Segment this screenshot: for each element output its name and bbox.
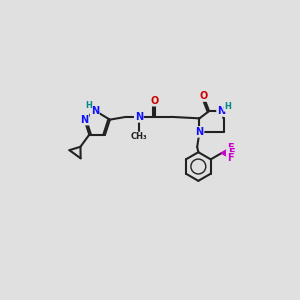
Text: H: H: [224, 102, 231, 111]
Text: N: N: [195, 127, 204, 137]
Text: F: F: [228, 148, 235, 158]
Text: O: O: [199, 91, 207, 101]
Text: CH₃: CH₃: [130, 132, 147, 141]
Text: F: F: [227, 143, 233, 153]
Text: N: N: [217, 106, 225, 116]
Text: N: N: [91, 106, 99, 116]
Text: F: F: [227, 153, 233, 163]
Text: H: H: [85, 101, 92, 110]
Text: N: N: [135, 112, 143, 122]
Text: N: N: [80, 115, 88, 124]
Text: O: O: [151, 96, 159, 106]
